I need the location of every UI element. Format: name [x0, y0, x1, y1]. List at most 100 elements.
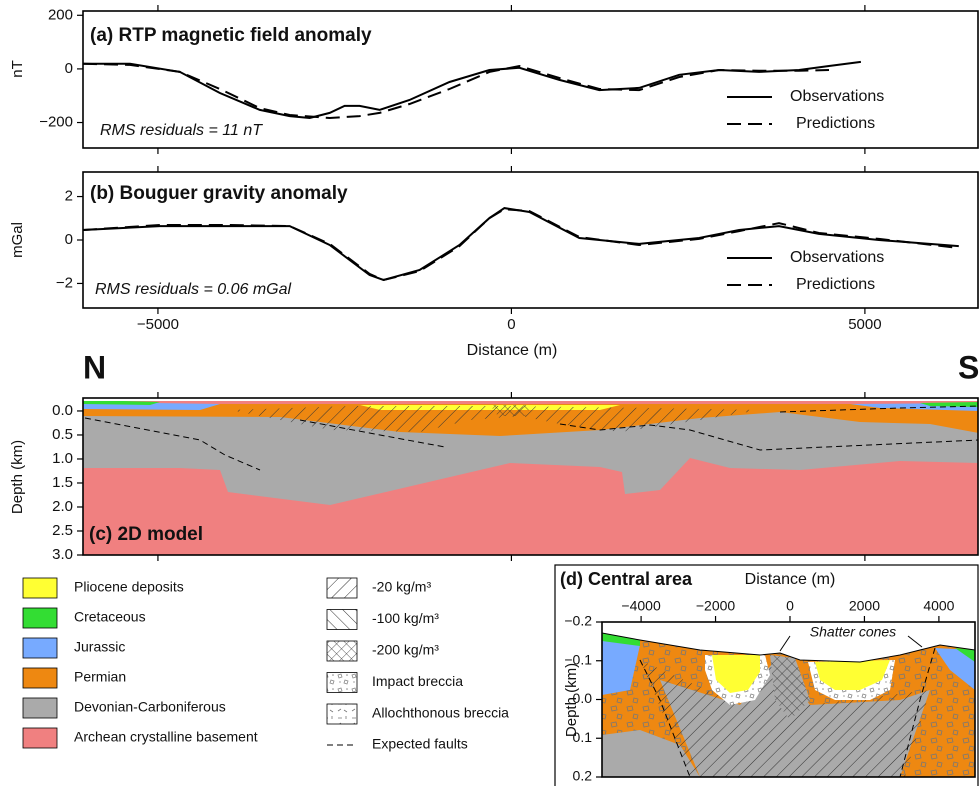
x-tick-label: −4000	[621, 598, 661, 614]
x-axis-label: Distance (m)	[467, 342, 558, 359]
legend-swatch	[22, 607, 58, 629]
x-tick-label: 2000	[849, 598, 880, 614]
legend-label: Predictions	[796, 115, 875, 132]
axes-frame	[601, 621, 976, 778]
x-tick-label: 5000	[848, 316, 881, 333]
unit-devonian	[83, 404, 978, 505]
data-line	[82, 208, 959, 282]
y-axis-label: nT	[9, 60, 26, 78]
direction-label: N	[83, 349, 106, 385]
density-hatch	[640, 660, 930, 777]
y-axis-label: mGal	[9, 222, 26, 258]
unit-cretaceous	[920, 402, 978, 407]
legend-label: Expected faults	[372, 736, 468, 752]
legend-swatch	[326, 703, 358, 725]
legend-swatch	[326, 609, 358, 630]
y-tick-label: 0	[65, 60, 73, 77]
y-tick-label: −0.2	[564, 613, 592, 629]
y-tick-label: 0.5	[52, 426, 73, 443]
y-tick-label: 0	[65, 231, 73, 248]
legend-label: Archean crystalline basement	[74, 729, 258, 745]
y-tick-label: −0.1	[564, 651, 592, 667]
section-d	[602, 622, 975, 777]
unit-cretaceous	[602, 633, 640, 646]
fault	[559, 423, 978, 451]
panel-title: (b) Bouguer gravity anomaly	[90, 183, 348, 204]
density-crosshatch	[490, 405, 532, 416]
fault	[899, 647, 936, 777]
legend-label: Impact breccia	[372, 673, 463, 689]
legend-label: -20 kg/m³	[372, 579, 431, 595]
legend-label: -100 kg/m³	[372, 610, 439, 626]
sky	[602, 622, 975, 662]
density-crosshatch	[770, 655, 810, 720]
axes-frame	[82, 10, 979, 149]
legend-label: Devonian-Carboniferous	[74, 699, 226, 715]
annotation: RMS residuals = 11 nT	[100, 122, 263, 139]
fault	[84, 417, 261, 471]
fault	[299, 419, 446, 448]
data-line	[82, 207, 959, 282]
data-line	[83, 60, 862, 120]
y-axis-label: Depth (km)	[9, 440, 26, 514]
legend-label: Predictions	[796, 276, 875, 293]
sky	[83, 398, 978, 401]
panel-title: (d) Central area	[560, 569, 693, 589]
direction-label: S	[958, 349, 979, 385]
panel-title: (a) RTP magnetic field anomaly	[90, 25, 372, 46]
unit-cretaceous	[83, 400, 160, 405]
y-tick-label: 2.0	[52, 498, 73, 515]
density-hatch	[230, 406, 760, 432]
x-tick-label: −2000	[696, 598, 736, 614]
data-line	[82, 62, 830, 120]
legend-label: Permian	[74, 669, 126, 685]
y-tick-label: 0.2	[573, 768, 593, 784]
y-tick-label: 2.5	[52, 522, 73, 539]
y-tick-label: 2	[65, 188, 73, 205]
axes-frame	[82, 171, 979, 309]
x-tick-label: 4000	[923, 598, 954, 614]
axes-frame	[82, 397, 979, 556]
leader-line	[907, 635, 923, 648]
section-c	[83, 398, 978, 555]
topography	[602, 632, 975, 663]
unit-pliocene	[815, 660, 890, 690]
legend-label: Pliocene deposits	[74, 579, 184, 595]
legend-label: Cretaceous	[74, 609, 146, 625]
unit-devonian	[602, 730, 700, 777]
unit-cretaceous	[955, 648, 975, 662]
x-tick-label: 0	[786, 598, 794, 614]
fault	[779, 405, 978, 413]
legend-label: Observations	[790, 249, 884, 266]
y-tick-label: 1.5	[52, 474, 73, 491]
fault	[639, 659, 691, 777]
y-tick-label: 0.0	[52, 402, 73, 419]
legend-label: -200 kg/m³	[372, 642, 439, 658]
y-axis-label: Depth (km)	[563, 663, 580, 737]
x-tick-label: 0	[507, 316, 515, 333]
legend-swatch	[326, 577, 358, 599]
legend-swatch	[326, 640, 358, 662]
annotation: Shatter cones	[810, 624, 896, 640]
legend-swatch	[22, 637, 58, 659]
y-tick-label: 1.0	[52, 450, 73, 467]
y-tick-label: 0.0	[573, 690, 593, 706]
leader-line	[779, 635, 791, 652]
legend-label: Allochthonous breccia	[372, 705, 509, 721]
y-tick-label: 3.0	[52, 546, 73, 563]
unit-pliocene	[712, 655, 760, 693]
legend-swatch	[22, 727, 58, 749]
y-tick-label: 200	[48, 6, 73, 23]
legend-swatch	[22, 667, 58, 689]
x-axis-label: Distance (m)	[745, 571, 836, 588]
legend-label: Jurassic	[74, 639, 125, 655]
panel-title: (c) 2D model	[89, 524, 203, 545]
y-tick-label: −2	[56, 274, 73, 291]
legend-swatch	[326, 672, 358, 693]
x-tick-label: −5000	[137, 316, 179, 333]
annotation: RMS residuals = 0.06 mGal	[95, 281, 292, 298]
y-tick-label: −200	[39, 113, 73, 130]
y-tick-label: 0.1	[573, 729, 593, 745]
